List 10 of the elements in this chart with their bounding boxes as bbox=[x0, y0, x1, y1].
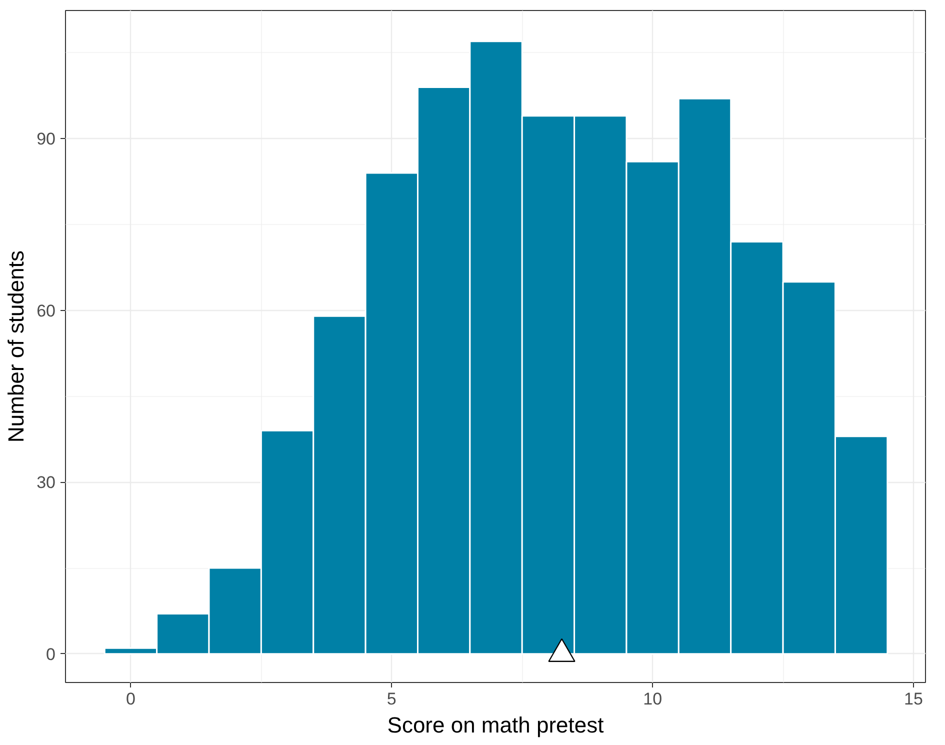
x-tick-label: 10 bbox=[643, 690, 662, 708]
y-tick-label: 90 bbox=[36, 130, 56, 149]
y-tick-label: 60 bbox=[36, 301, 56, 320]
x-tick-label: 15 bbox=[904, 690, 923, 708]
y-axis-title: Number of students bbox=[4, 250, 29, 442]
y-tick-label: 30 bbox=[36, 473, 56, 492]
x-tick-label: 5 bbox=[386, 690, 396, 708]
x-axis-title: Score on math pretest bbox=[387, 712, 604, 738]
x-tick-label: 0 bbox=[126, 690, 136, 708]
y-tick-label: 0 bbox=[46, 644, 56, 664]
